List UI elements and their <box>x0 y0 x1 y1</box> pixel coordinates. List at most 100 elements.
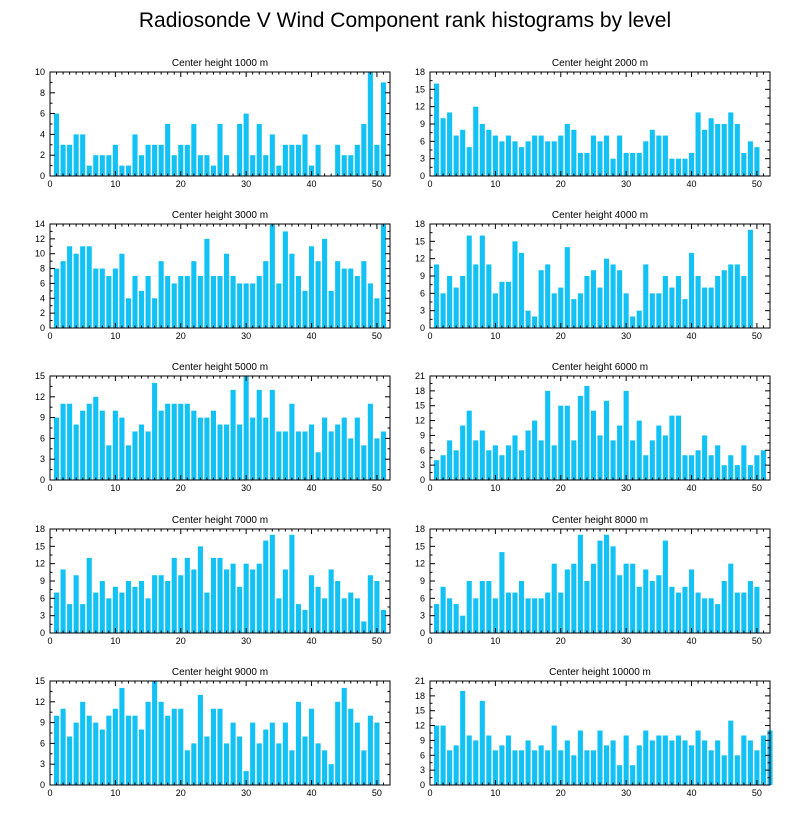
bar <box>623 152 629 176</box>
y-tick-label: 15 <box>415 236 425 246</box>
panel-title: Center height 2000 m <box>552 58 648 69</box>
bar <box>669 415 675 480</box>
bar <box>623 563 629 633</box>
bar <box>721 270 727 328</box>
bar <box>702 598 708 633</box>
bar <box>125 581 132 633</box>
bar <box>669 287 675 328</box>
bar <box>119 687 125 785</box>
bar <box>551 141 557 176</box>
bar <box>492 598 498 633</box>
bar <box>702 287 708 328</box>
bar <box>512 241 518 328</box>
bar <box>603 135 610 176</box>
bar <box>308 424 315 480</box>
y-tick-label: 9 <box>40 718 45 728</box>
bar <box>590 270 597 328</box>
bar <box>754 147 760 176</box>
bar <box>354 144 360 176</box>
bar <box>518 750 525 785</box>
bar <box>295 604 302 633</box>
x-tick-label: 40 <box>307 179 317 189</box>
y-tick-label: 3 <box>420 765 425 775</box>
bar <box>335 261 341 328</box>
x-tick-label: 10 <box>110 788 120 798</box>
x-tick-label: 40 <box>307 331 317 341</box>
y-tick-label: 0 <box>40 475 45 485</box>
y-tick-label: 0 <box>420 171 425 181</box>
bar <box>145 701 151 785</box>
y-tick-label: 9 <box>40 413 45 423</box>
bar <box>708 287 714 328</box>
bar <box>132 134 138 176</box>
bar <box>505 445 512 480</box>
panel-4: Center height 4000 m 0 10 20 30 40 50 0 3 6 9 12 15 1… <box>415 210 771 341</box>
bar <box>662 435 668 480</box>
bar <box>479 430 485 480</box>
bar <box>643 730 649 785</box>
bar <box>551 725 557 785</box>
y-tick-label: 12 <box>415 416 425 426</box>
bar <box>466 147 472 176</box>
bar <box>473 264 479 328</box>
bar <box>590 563 597 633</box>
bar <box>643 455 649 480</box>
bar <box>80 410 86 480</box>
bar <box>728 455 734 480</box>
bar <box>217 708 223 785</box>
bar <box>374 581 380 633</box>
bar <box>178 144 184 176</box>
bar <box>361 621 367 633</box>
x-tick-label: 50 <box>752 636 762 646</box>
x-tick-label: 20 <box>556 331 566 341</box>
x-tick-label: 20 <box>556 483 566 493</box>
bar <box>263 729 269 785</box>
bar <box>86 165 92 176</box>
bar <box>184 403 190 480</box>
bar <box>695 450 701 480</box>
x-tick-label: 30 <box>621 788 631 798</box>
bar <box>564 740 570 785</box>
bar <box>505 281 512 328</box>
x-tick-label: 40 <box>307 788 317 798</box>
bar <box>492 135 498 176</box>
bar <box>453 745 459 785</box>
x-tick-label: 30 <box>621 331 631 341</box>
bar <box>210 557 217 633</box>
panel-title: Center height 4000 m <box>552 210 648 221</box>
x-tick-label: 50 <box>752 179 762 189</box>
bar <box>250 417 256 480</box>
bar <box>93 722 99 785</box>
bar <box>204 736 210 785</box>
bar <box>354 722 360 785</box>
y-tick-label: 6 <box>420 593 425 603</box>
bar <box>80 701 86 785</box>
bar <box>460 690 466 785</box>
x-tick-label: 50 <box>372 483 382 493</box>
x-tick-label: 0 <box>47 331 52 341</box>
bar <box>734 592 740 633</box>
bar <box>250 722 256 785</box>
bar <box>184 144 190 176</box>
bar <box>708 118 714 176</box>
y-tick-label: 9 <box>420 430 425 440</box>
x-tick-label: 0 <box>47 483 52 493</box>
bar <box>158 261 164 328</box>
bar <box>669 586 675 633</box>
y-tick-label: 3 <box>420 306 425 316</box>
bar <box>269 722 275 785</box>
bar <box>112 708 118 785</box>
panel-3: Center height 3000 m 0 10 20 30 40 50 0 2 4 6 8 10 12… <box>35 210 391 341</box>
bar <box>499 455 505 480</box>
y-tick-label: 18 <box>415 524 425 534</box>
x-tick-label: 10 <box>490 331 500 341</box>
bar <box>328 290 334 328</box>
y-tick-label: 3 <box>420 460 425 470</box>
bar <box>669 158 675 176</box>
x-tick-label: 0 <box>427 636 432 646</box>
bar <box>256 563 262 633</box>
panel-10: Center height 10000 m 0 10 20 30 40 50 0 3 6 9 12 15… <box>415 667 773 798</box>
bar <box>505 592 512 633</box>
y-tick-label: 8 <box>40 88 45 98</box>
bar <box>217 557 223 633</box>
